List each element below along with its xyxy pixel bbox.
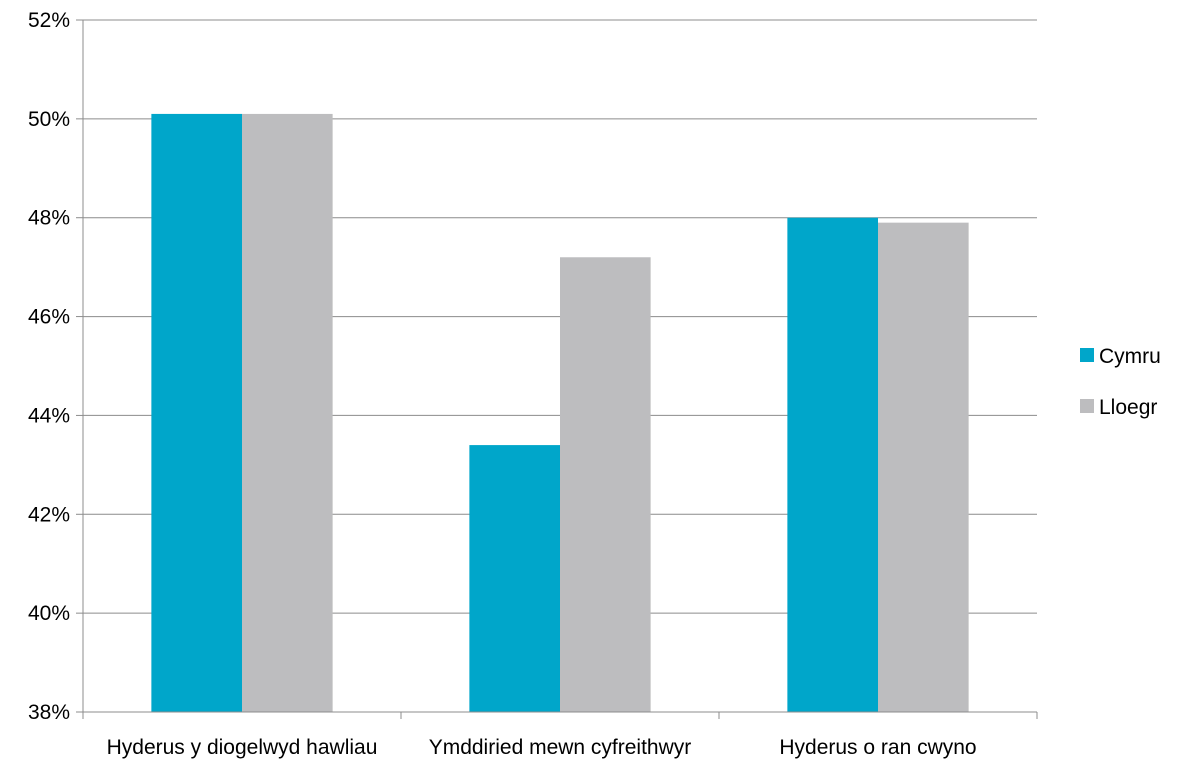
y-tick-label: 46% (28, 306, 70, 329)
legend-label: Cymru (1099, 345, 1161, 368)
legend-item-lloegr[interactable]: Lloegr (1080, 396, 1157, 419)
y-tick-label: 48% (28, 207, 70, 230)
legend-swatch (1080, 399, 1094, 413)
bar-cymru-3 (787, 217, 878, 712)
x-category-label: Hyderus y diogelwyd hawliau (107, 736, 378, 759)
y-tick-label: 40% (28, 602, 70, 625)
y-tick-label: 44% (28, 404, 70, 427)
bar-cymru-2 (469, 445, 560, 712)
legend-item-cymru[interactable]: Cymru (1080, 345, 1161, 368)
y-tick-label: 38% (28, 701, 70, 724)
bars (151, 113, 969, 712)
bar-lloegr-1 (242, 113, 333, 712)
y-tick-label: 52% (28, 9, 70, 32)
axes (76, 19, 1038, 719)
legend[interactable]: Cymru Lloegr (1080, 345, 1161, 419)
y-tick-labels: 38% 40% 42% 44% 46% 48% 50% 52% (28, 9, 70, 724)
legend-label: Lloegr (1099, 396, 1157, 419)
bar-lloegr-3 (878, 222, 969, 712)
x-category-label: Ymddiried mewn cyfreithwyr (429, 736, 692, 759)
bar-cymru-1 (151, 113, 242, 712)
bar-lloegr-2 (560, 257, 651, 712)
category-labels: Hyderus y diogelwyd hawliau Ymddiried mew… (107, 736, 977, 759)
x-category-label: Hyderus o ran cwyno (779, 736, 976, 759)
y-tick-label: 42% (28, 503, 70, 526)
legend-swatch (1080, 348, 1094, 362)
y-tick-label: 50% (28, 108, 70, 131)
